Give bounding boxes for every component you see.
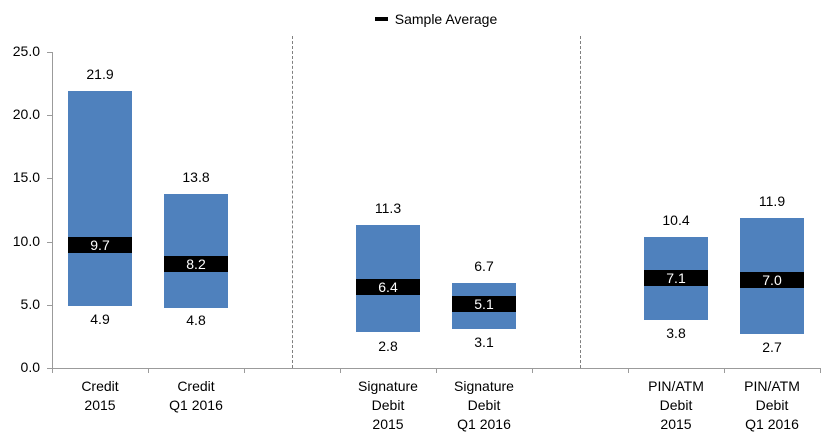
- y-tick-label: 0.0: [20, 359, 40, 375]
- average-dash-icon: [374, 17, 388, 21]
- max-value-label: 6.7: [474, 258, 494, 274]
- y-tick-label: 5.0: [20, 296, 40, 312]
- y-tick: [47, 115, 52, 116]
- x-tick: [340, 368, 341, 373]
- average-marker: [164, 256, 228, 272]
- x-tick: [436, 368, 437, 373]
- y-tick-label: 20.0: [12, 106, 40, 122]
- average-marker: [68, 237, 132, 253]
- category-label: PIN/ATM Debit Q1 2016: [744, 378, 800, 432]
- average-value-label: 5.1: [474, 296, 494, 312]
- category-label: Signature Debit 2015: [358, 378, 418, 432]
- y-tick: [47, 368, 52, 369]
- average-marker: [356, 279, 420, 295]
- group-separator-line: [292, 36, 293, 368]
- max-value-label: 11.3: [374, 200, 402, 216]
- range-bar: [164, 194, 228, 308]
- average-marker: [740, 272, 804, 288]
- category-label: PIN/ATM Debit 2015: [648, 378, 704, 432]
- group-separator-line: [580, 36, 581, 368]
- category-label: Credit 2015: [81, 378, 119, 413]
- average-value-label: 7.1: [666, 270, 686, 286]
- min-value-label: 3.8: [666, 325, 686, 341]
- max-value-label: 10.4: [662, 212, 690, 228]
- category-label: Signature Debit Q1 2016: [454, 378, 514, 432]
- range-bar: [356, 225, 420, 332]
- legend: Sample Average: [52, 8, 820, 30]
- min-value-label: 3.1: [474, 334, 494, 350]
- y-tick: [47, 305, 52, 306]
- max-value-label: 11.9: [758, 193, 786, 209]
- legend-label: Sample Average: [394, 11, 498, 27]
- range-bar: [68, 91, 132, 306]
- max-value-label: 13.8: [182, 169, 210, 185]
- average-value-label: 6.4: [378, 279, 398, 295]
- max-value-label: 21.9: [86, 66, 114, 82]
- y-tick-label: 10.0: [12, 233, 40, 249]
- min-value-label: 4.8: [186, 312, 206, 328]
- x-tick: [628, 368, 629, 373]
- x-tick: [724, 368, 725, 373]
- y-tick: [47, 52, 52, 53]
- x-tick: [244, 368, 245, 373]
- min-value-label: 2.8: [378, 338, 398, 354]
- y-axis-line: [52, 52, 53, 368]
- average-value-label: 7.0: [762, 272, 782, 288]
- min-value-label: 4.9: [90, 311, 110, 327]
- average-value-label: 9.7: [90, 237, 110, 253]
- y-tick-label: 25.0: [12, 43, 40, 59]
- x-tick: [52, 368, 53, 373]
- y-tick-label: 15.0: [12, 169, 40, 185]
- x-tick: [820, 368, 821, 373]
- y-tick: [47, 242, 52, 243]
- average-marker: [644, 270, 708, 286]
- x-tick: [532, 368, 533, 373]
- average-value-label: 8.2: [186, 256, 206, 272]
- category-label: Credit Q1 2016: [169, 378, 223, 413]
- min-value-label: 2.7: [762, 339, 782, 355]
- y-tick: [47, 178, 52, 179]
- x-tick: [148, 368, 149, 373]
- average-marker: [452, 296, 516, 312]
